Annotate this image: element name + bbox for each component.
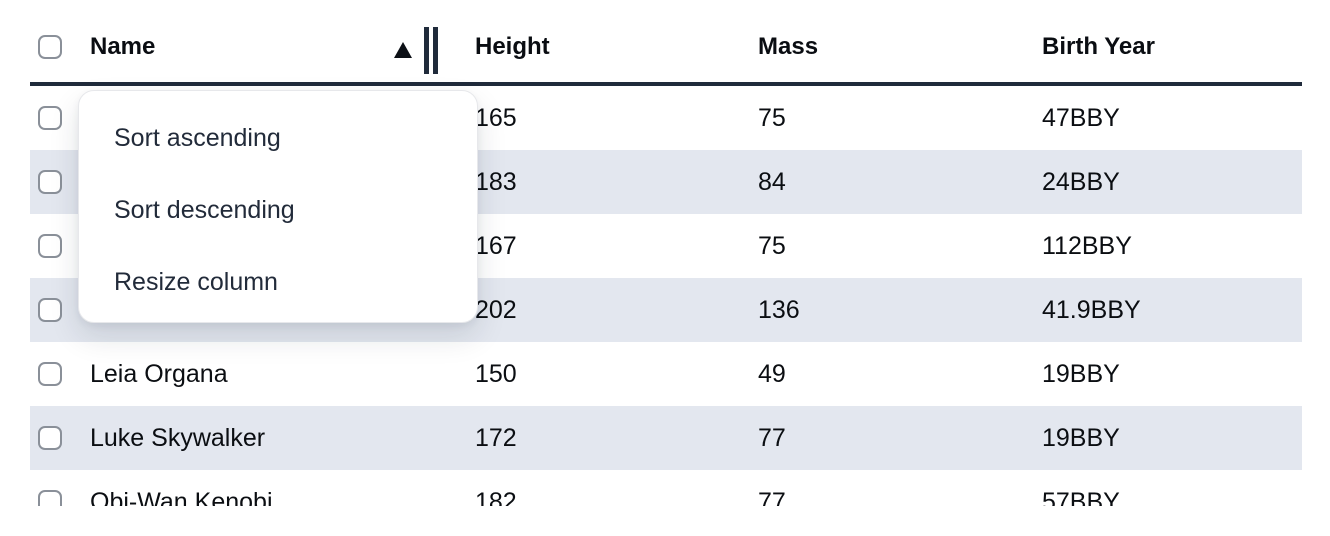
row-checkbox[interactable]: [38, 426, 62, 450]
column-header-height[interactable]: Height: [475, 33, 550, 60]
column-header-birth-year[interactable]: Birth Year: [1042, 33, 1155, 60]
cell-height: 183: [475, 167, 517, 196]
cell-name: Luke Skywalker: [90, 423, 266, 452]
row-checkbox[interactable]: [38, 298, 62, 322]
cell-mass: 49: [758, 359, 786, 388]
cell-birth-year: 19BBY: [1042, 359, 1120, 388]
row-checkbox[interactable]: [38, 490, 62, 506]
cell-mass: 77: [758, 423, 786, 452]
sort-ascending-icon: [394, 42, 412, 58]
cell-name: Leia Organa: [90, 359, 228, 388]
cell-birth-year: 24BBY: [1042, 167, 1120, 196]
cell-mass: 84: [758, 167, 786, 196]
cell-birth-year: 57BBY: [1042, 487, 1120, 507]
cell-mass: 136: [758, 295, 800, 324]
table-header-row: Name Height Mass Birth Year: [30, 0, 1302, 86]
menu-item-sort-ascending[interactable]: Sort ascending: [114, 123, 281, 152]
column-header-mass[interactable]: Mass: [758, 33, 819, 60]
cell-name: Obi-Wan Kenobi: [90, 487, 273, 507]
cell-height: 167: [475, 231, 517, 260]
row-checkbox[interactable]: [38, 106, 62, 130]
column-header-name[interactable]: Name: [90, 33, 156, 60]
menu-item-sort-descending[interactable]: Sort descending: [114, 195, 295, 224]
row-checkbox[interactable]: [38, 234, 62, 258]
table-row[interactable]: Luke Skywalker 172 77 19BBY: [30, 406, 1302, 470]
cell-height: 150: [475, 359, 517, 388]
select-all-checkbox[interactable]: [38, 35, 62, 59]
table-row[interactable]: Obi-Wan Kenobi 182 77 57BBY: [30, 470, 1302, 506]
select-all-cell: [30, 35, 90, 59]
cell-birth-year: 19BBY: [1042, 423, 1120, 452]
menu-item-resize-column[interactable]: Resize column: [114, 267, 278, 296]
cell-birth-year: 47BBY: [1042, 103, 1120, 132]
cell-height: 172: [475, 423, 517, 452]
cell-height: 165: [475, 103, 517, 132]
table-row[interactable]: Leia Organa 150 49 19BBY: [30, 342, 1302, 406]
cell-mass: 75: [758, 231, 786, 260]
cell-birth-year: 41.9BBY: [1042, 295, 1141, 324]
column-context-menu: Sort ascending Sort descending Resize co…: [78, 90, 478, 323]
cell-height: 182: [475, 487, 517, 507]
cell-height: 202: [475, 295, 517, 324]
column-resize-handle[interactable]: [424, 27, 438, 74]
cell-birth-year: 112BBY: [1042, 231, 1132, 260]
cell-mass: 75: [758, 103, 786, 132]
row-checkbox[interactable]: [38, 170, 62, 194]
row-checkbox[interactable]: [38, 362, 62, 386]
cell-mass: 77: [758, 487, 786, 507]
